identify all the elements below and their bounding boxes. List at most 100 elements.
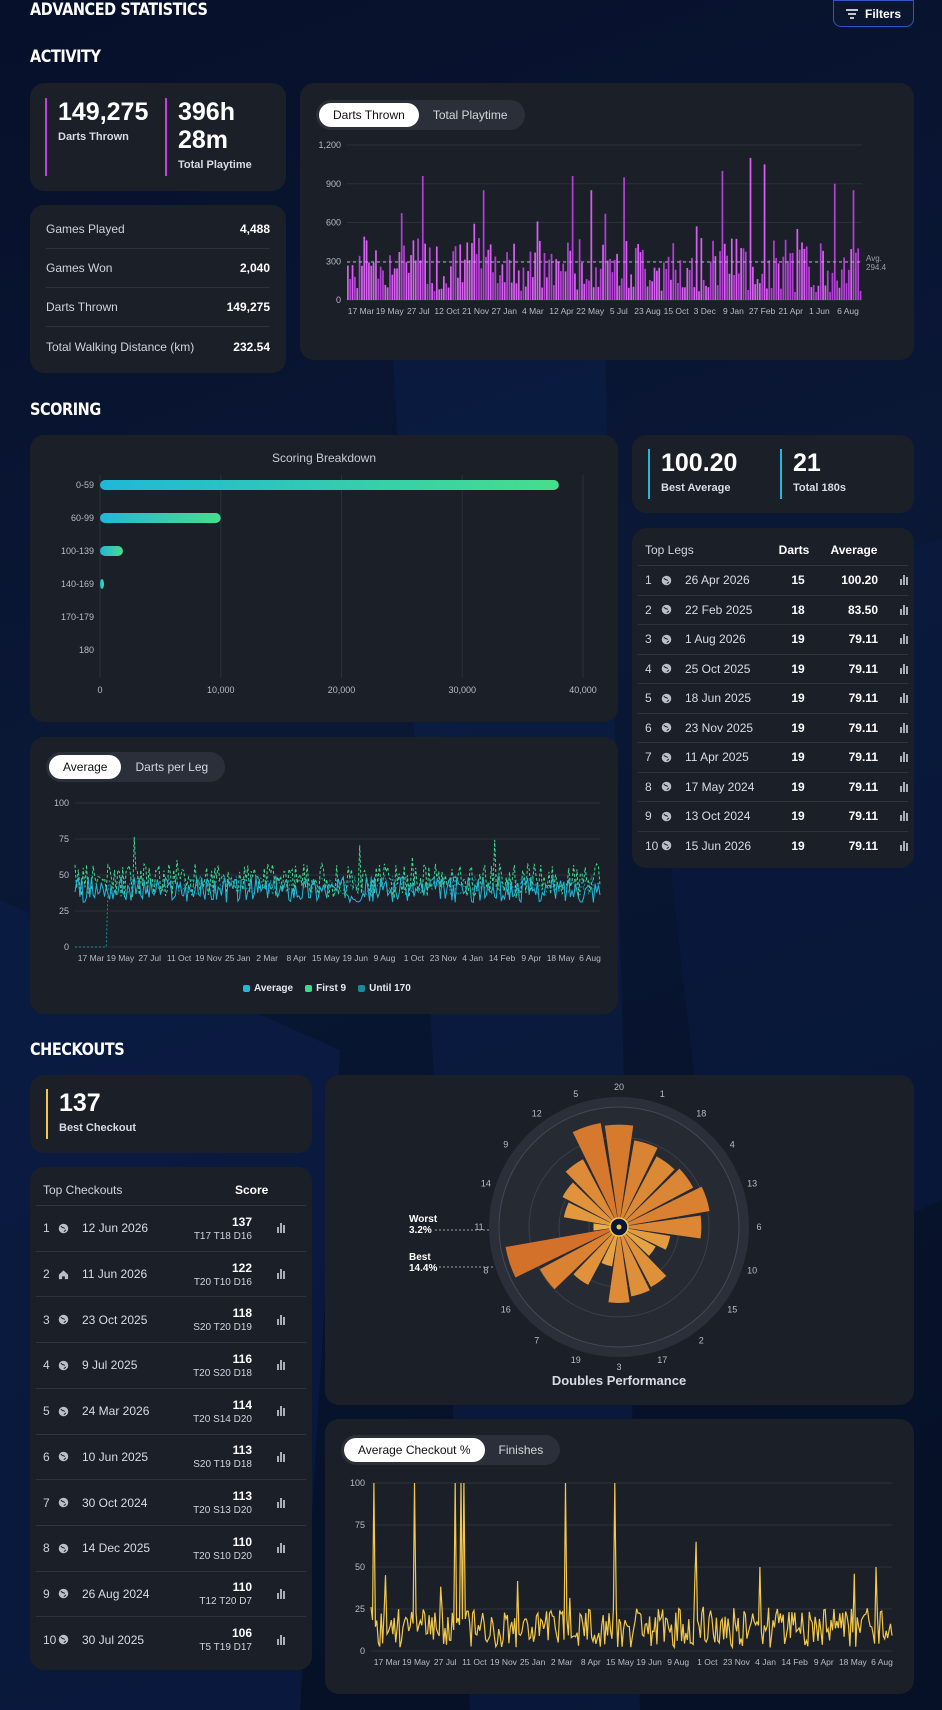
x-tick-label: 4 Jan	[462, 953, 483, 963]
tab-average[interactable]: Average	[49, 755, 122, 779]
tab-darts-thrown[interactable]: Darts Thrown	[319, 103, 419, 127]
stats-chart-icon[interactable]	[900, 811, 908, 822]
x-tick-label: 18 May	[839, 1657, 868, 1667]
bar	[805, 246, 808, 300]
bar	[641, 249, 644, 300]
x-tick-label: 12 Apr	[549, 306, 574, 316]
table-row[interactable]: 1 26 Apr 2026 15 100.20	[638, 565, 908, 595]
bar	[421, 176, 424, 300]
bar	[527, 271, 529, 300]
segment-label: 16	[501, 1304, 511, 1314]
bar	[759, 283, 761, 300]
bar	[674, 269, 677, 300]
playtime-minutes: 28m	[178, 126, 229, 154]
row-route: S20 T19 D18	[193, 1459, 252, 1471]
table-row[interactable]: 5 24 Mar 2026 114 T20 S14 D20	[36, 1387, 306, 1434]
x-tick-label: 3 Dec	[694, 306, 717, 316]
stats-chart-icon[interactable]	[900, 781, 908, 792]
bar	[670, 279, 672, 300]
table-row[interactable]: 4 9 Jul 2025 116 T20 S20 D18	[36, 1342, 306, 1388]
stats-chart-icon[interactable]	[277, 1588, 285, 1599]
stats-chart-icon[interactable]	[900, 663, 908, 674]
table-row[interactable]: 10 15 Jun 2026 19 79.11	[638, 830, 908, 861]
scoring-breakdown-chart: Scoring Breakdown 0 10,000 20,000 30,000 40,…	[61, 451, 597, 695]
double-segment	[619, 1215, 702, 1239]
stats-chart-icon[interactable]	[900, 634, 908, 645]
x-tick-label: 20,000	[328, 685, 356, 695]
tab-total-playtime[interactable]: Total Playtime	[432, 108, 508, 122]
bar	[361, 265, 363, 300]
table-row[interactable]: 4 25 Oct 2025 19 79.11	[638, 653, 908, 684]
table-row[interactable]: 9 13 Oct 2024 19 79.11	[638, 801, 908, 831]
checkouts-heading: CHECKOUTS	[30, 1040, 125, 1060]
stats-chart-icon[interactable]	[900, 693, 908, 704]
table-row[interactable]: 3 1 Aug 2026 19 79.11	[638, 624, 908, 654]
filters-button[interactable]: Filters	[833, 0, 914, 27]
y-tick-label: 100	[54, 798, 69, 808]
stats-chart-icon[interactable]	[900, 722, 908, 733]
row-rank: 5	[645, 691, 652, 706]
bar	[679, 260, 682, 300]
bar	[672, 243, 675, 300]
checkout-percentage-card: Average Checkout % Finishes 0 25 50 75 100 17…	[325, 1419, 914, 1694]
globe-icon	[58, 1406, 82, 1417]
tab-darts-per-leg[interactable]: Darts per Leg	[135, 760, 209, 774]
x-tick-label: 2 Mar	[551, 1657, 573, 1667]
stats-chart-icon[interactable]	[277, 1543, 285, 1554]
x-tick-label: 23 Aug	[634, 306, 661, 316]
x-tick-label: 1 Jun	[809, 306, 830, 316]
bar	[417, 238, 419, 300]
row-darts: 19	[791, 779, 805, 794]
stats-chart-icon[interactable]	[900, 604, 908, 615]
stats-chart-icon[interactable]	[900, 752, 908, 763]
stats-chart-icon[interactable]	[277, 1314, 285, 1325]
stats-chart-icon[interactable]	[277, 1497, 285, 1508]
bar	[574, 273, 576, 300]
table-row[interactable]: 1 12 Jun 2026 137 T17 T18 D16	[36, 1205, 306, 1251]
bar	[766, 288, 768, 300]
bar	[382, 270, 384, 300]
table-row[interactable]: 6 10 Jun 2025 113 S20 T19 D18	[36, 1433, 306, 1480]
x-tick-label: 30,000	[448, 685, 476, 695]
y-tick-label: 300	[326, 256, 341, 266]
tab-average-checkout[interactable]: Average Checkout %	[344, 1438, 485, 1462]
x-tick-label: 25 Jan	[520, 1657, 546, 1667]
bar	[733, 275, 735, 300]
table-row[interactable]: 8 14 Dec 2025 110 T20 S10 D20	[36, 1524, 306, 1571]
bar	[445, 283, 448, 300]
stats-chart-icon[interactable]	[277, 1269, 285, 1280]
table-row[interactable]: 2 22 Feb 2025 18 83.50	[638, 594, 908, 625]
bar	[623, 177, 625, 300]
stats-chart-icon[interactable]	[277, 1406, 285, 1417]
stats-chart-icon[interactable]	[277, 1451, 285, 1462]
row-date: 18 Jun 2025	[685, 691, 752, 706]
table-row[interactable]: 7 11 Apr 2025 19 79.11	[638, 742, 908, 772]
stats-chart-icon[interactable]	[277, 1634, 285, 1645]
row-darts: 15	[791, 573, 805, 588]
bar	[506, 252, 508, 300]
stats-chart-icon[interactable]	[900, 575, 908, 586]
table-row[interactable]: 6 23 Nov 2025 19 79.11	[638, 712, 908, 743]
chart-title: Scoring Breakdown	[272, 451, 376, 465]
table-row[interactable]: 9 26 Aug 2024 110 T12 T20 D7	[36, 1570, 306, 1617]
table-row[interactable]: 2 11 Jun 2026 122 T20 T10 D16	[36, 1250, 306, 1297]
bar	[431, 283, 434, 300]
row-route: T17 T18 D16	[193, 1230, 252, 1242]
table-row[interactable]: 3 23 Oct 2025 118 S20 T20 D19	[36, 1296, 306, 1342]
legend-until-170[interactable]: Until 170	[358, 983, 411, 994]
table-row[interactable]: 8 17 May 2024 19 79.11	[638, 771, 908, 802]
table-row[interactable]: 10 30 Jul 2025 106 T5 T19 D17	[36, 1616, 306, 1662]
legend-first-9[interactable]: First 9	[305, 983, 346, 994]
tab-finishes[interactable]: Finishes	[498, 1443, 544, 1457]
bar	[529, 251, 532, 300]
stats-chart-icon[interactable]	[900, 840, 908, 851]
table-row[interactable]: 7 30 Oct 2024 113 T20 S13 D20	[36, 1479, 306, 1525]
table-row[interactable]: 5 18 Jun 2025 19 79.11	[638, 683, 908, 713]
stats-chart-icon[interactable]	[277, 1223, 285, 1234]
best-value: 14.4%	[409, 1263, 437, 1274]
x-tick-label: 8 Apr	[287, 953, 307, 963]
legend-average[interactable]: Average	[243, 983, 293, 994]
doubles-performance-card: 20 1 18 4 13 6 10 15 2 17 3 19 7 16 8 11 14 9 12 5 Worst 3.…	[325, 1075, 914, 1405]
stats-chart-icon[interactable]	[277, 1360, 285, 1371]
bar	[461, 282, 464, 300]
